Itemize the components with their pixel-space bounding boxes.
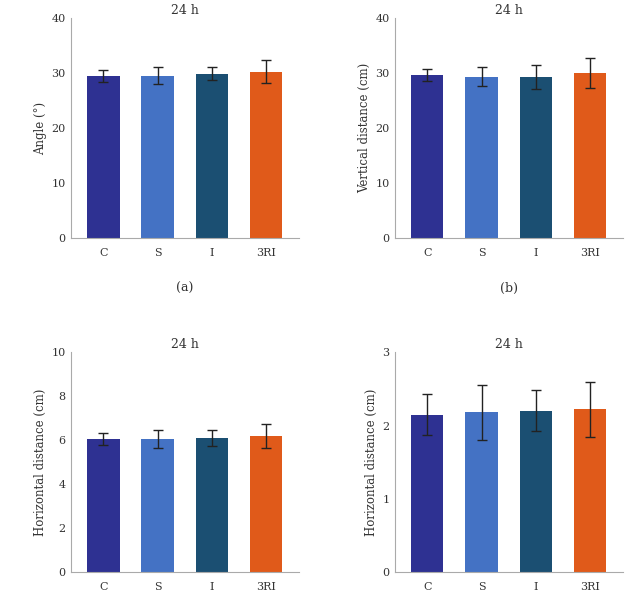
Title: 24 h: 24 h bbox=[495, 4, 523, 17]
Bar bbox=[87, 439, 119, 572]
Bar bbox=[465, 412, 498, 572]
Text: (b): (b) bbox=[499, 282, 517, 295]
Bar bbox=[87, 76, 119, 238]
Bar bbox=[465, 77, 498, 238]
Bar bbox=[196, 438, 228, 572]
Y-axis label: Horizontal distance (cm): Horizontal distance (cm) bbox=[365, 389, 378, 536]
Bar bbox=[574, 410, 607, 572]
Bar bbox=[411, 415, 444, 572]
Bar bbox=[519, 77, 552, 238]
Bar bbox=[141, 439, 174, 572]
Title: 24 h: 24 h bbox=[171, 338, 198, 351]
Y-axis label: Vertical distance (cm): Vertical distance (cm) bbox=[358, 63, 371, 193]
Bar bbox=[196, 74, 228, 238]
Title: 24 h: 24 h bbox=[495, 338, 523, 351]
Y-axis label: Angle (°): Angle (°) bbox=[34, 101, 48, 155]
Bar bbox=[574, 73, 607, 238]
Y-axis label: Horizontal distance (cm): Horizontal distance (cm) bbox=[34, 389, 48, 536]
Title: 24 h: 24 h bbox=[171, 4, 198, 17]
Bar bbox=[141, 76, 174, 238]
Bar bbox=[250, 72, 282, 238]
Bar bbox=[519, 411, 552, 572]
Bar bbox=[250, 436, 282, 572]
Text: (a): (a) bbox=[176, 282, 193, 295]
Bar bbox=[411, 75, 444, 238]
